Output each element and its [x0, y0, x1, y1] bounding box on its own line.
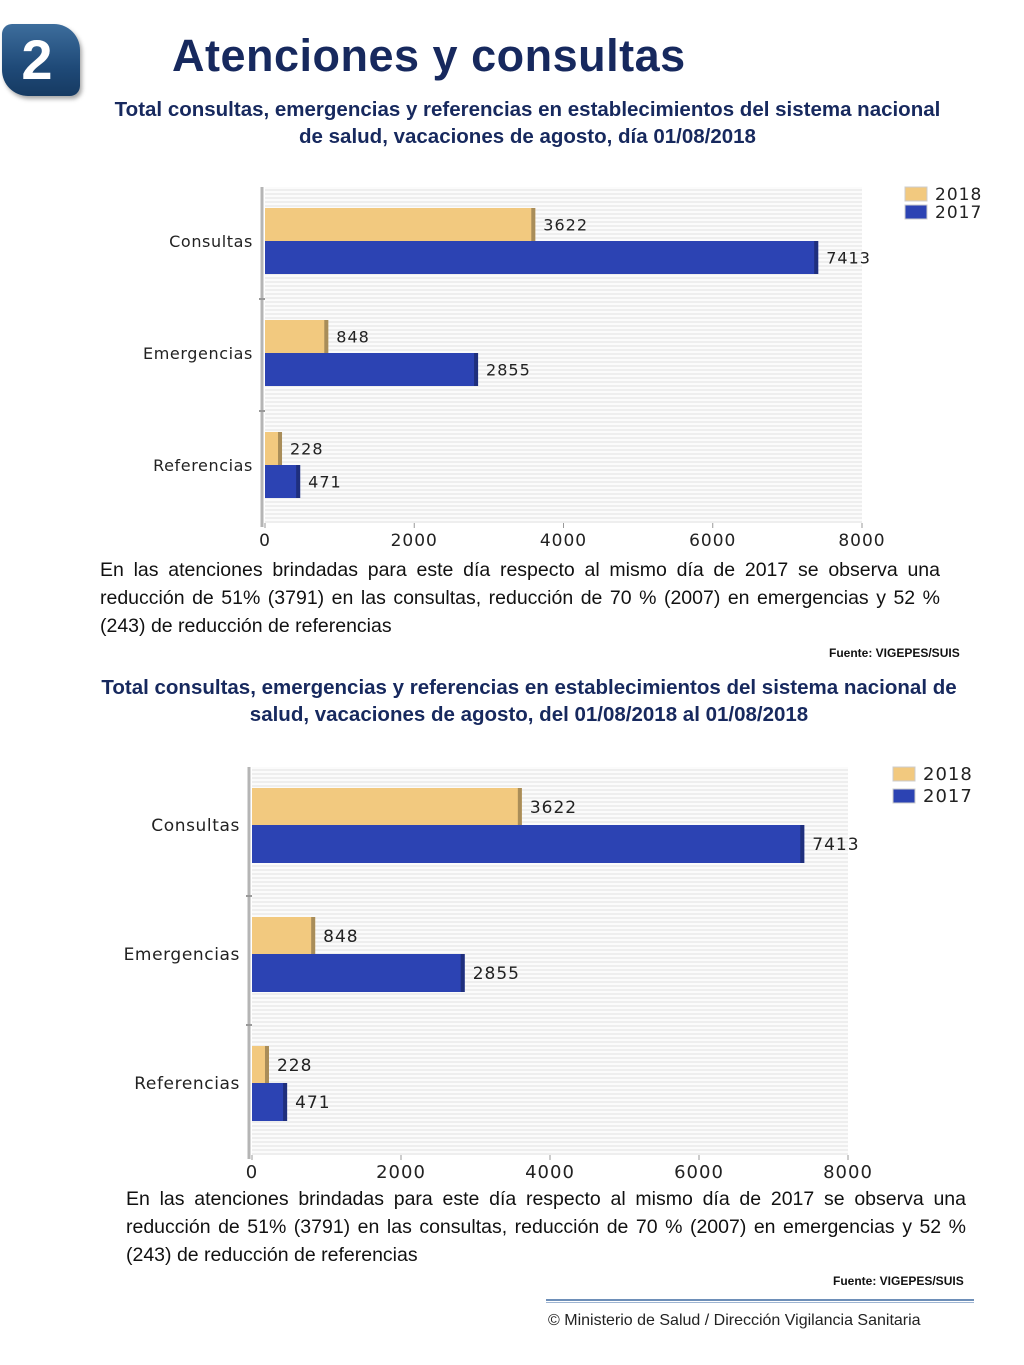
bar-2017-emergencias	[252, 954, 465, 992]
bar-end-2017-emergencias	[460, 954, 465, 992]
x-tick-label: 8000	[838, 531, 885, 550]
value-label: 3622	[543, 216, 588, 235]
legend-swatch-2017	[904, 204, 928, 220]
x-tick-label: 6000	[674, 1162, 724, 1183]
bar-2018-emergencias	[252, 917, 316, 955]
value-label: 3622	[530, 798, 577, 818]
x-tick-label: 2000	[376, 1162, 426, 1183]
category-label: Consultas	[151, 816, 240, 836]
legend-swatch-2018	[892, 766, 916, 782]
bar-end-2017-consultas	[814, 241, 819, 274]
legend-swatch-2018	[904, 186, 928, 202]
bar-2018-emergencias	[265, 320, 329, 353]
footer-divider	[546, 1299, 974, 1301]
legend-label-2018: 2018	[935, 185, 982, 205]
x-tick-label: 2000	[391, 531, 438, 550]
bar-end-2018-consultas	[517, 788, 522, 826]
x-tick-label: 0	[259, 531, 271, 550]
chart-1-source: Fuente: VIGEPES/SUIS	[829, 646, 960, 660]
value-label: 7413	[826, 249, 871, 268]
value-label: 471	[308, 473, 342, 492]
chart-2-source: Fuente: VIGEPES/SUIS	[833, 1274, 964, 1288]
x-tick-label: 6000	[689, 531, 736, 550]
bar-2017-referencias	[265, 465, 301, 498]
bar-end-2018-referencias	[278, 432, 283, 465]
bar-2018-referencias	[265, 432, 283, 465]
legend-swatch-2017	[892, 788, 916, 804]
bar-2017-emergencias	[265, 353, 479, 386]
chart-2: Consultas 3622 7413 Emergencias 848 2855 Refer…	[124, 764, 973, 1183]
bar-2018-consultas	[252, 788, 522, 826]
footer-credit: © Ministerio de Salud / Dirección Vigila…	[548, 1312, 921, 1329]
value-label: 848	[336, 328, 370, 347]
x-tick-label: 4000	[525, 1162, 575, 1183]
category-label: Emergencias	[124, 945, 240, 965]
value-label: 2855	[486, 361, 531, 380]
value-label: 2855	[473, 964, 520, 984]
bar-end-2017-referencias	[296, 465, 301, 498]
x-tick-label: 0	[246, 1162, 258, 1183]
bar-end-2018-referencias	[264, 1046, 269, 1084]
section-number: 2	[21, 28, 53, 91]
bar-end-2017-emergencias	[474, 353, 479, 386]
bar-end-2018-emergencias	[311, 917, 316, 955]
legend-label-2018: 2018	[923, 764, 973, 785]
bar-end-2018-emergencias	[324, 320, 329, 353]
section-number-badge: 2	[2, 24, 80, 96]
value-label: 228	[290, 440, 324, 459]
value-label: 848	[323, 927, 358, 947]
value-label: 228	[277, 1056, 312, 1076]
bar-end-2017-consultas	[800, 825, 805, 863]
x-tick-label: 4000	[540, 531, 587, 550]
bar-2018-referencias	[252, 1046, 269, 1084]
legend-label-2017: 2017	[923, 786, 973, 807]
chart-2-title: Total consultas, emergencias y referenci…	[101, 676, 957, 726]
bar-2017-referencias	[252, 1083, 288, 1121]
category-label: Emergencias	[143, 344, 253, 363]
chart-2-description: En las atenciones brindadas para este dí…	[126, 1188, 966, 1266]
value-label: 7413	[812, 835, 859, 855]
legend-label-2017: 2017	[935, 203, 982, 223]
chart-1-description: En las atenciones brindadas para este dí…	[100, 559, 940, 637]
bar-2018-consultas	[265, 208, 536, 241]
category-label: Referencias	[134, 1074, 240, 1094]
chart-1-title: Total consultas, emergencias y referenci…	[114, 98, 941, 148]
footer-divider-shadow	[546, 1302, 974, 1303]
bar-2017-consultas	[252, 825, 805, 863]
page-title: Atenciones y consultas	[172, 30, 686, 81]
bar-end-2017-referencias	[283, 1083, 288, 1121]
x-tick-label: 8000	[823, 1162, 873, 1183]
category-label: Consultas	[169, 232, 253, 251]
bar-2017-consultas	[265, 241, 819, 274]
value-label: 471	[295, 1093, 330, 1113]
category-label: Referencias	[153, 456, 253, 475]
bar-end-2018-consultas	[531, 208, 536, 241]
chart-1: Consultas 3622 7413 Emergencias 848 2855 Refer…	[143, 185, 982, 550]
